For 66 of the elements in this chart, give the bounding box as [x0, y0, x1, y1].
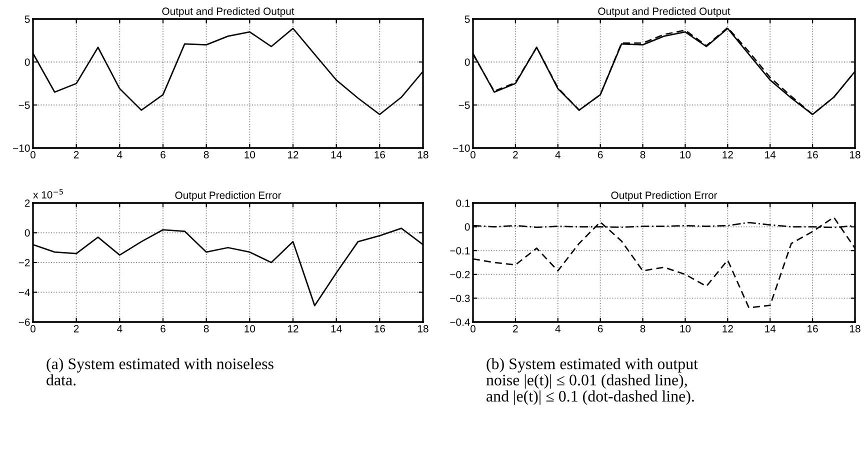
y-tick-label: −10: [13, 144, 30, 152]
y-tick-label: 5: [24, 16, 30, 23]
y-tick-label: −10: [453, 144, 470, 152]
y-tick-label: 5: [464, 16, 470, 23]
x-tick-label: 8: [640, 151, 646, 158]
x-tick-label: 2: [513, 151, 518, 158]
y-tick-label: 2: [24, 200, 30, 207]
x-tick-label: 14: [765, 151, 776, 158]
x-tick-label: 10: [680, 325, 691, 332]
y-tick-label: −0.3: [450, 294, 470, 302]
text: x 10$^{−5}$: [33, 189, 63, 198]
x-tick-label: 0: [30, 151, 36, 158]
y-tick-label: 0: [464, 223, 470, 231]
x-tick-label: 6: [160, 325, 166, 332]
y-tick-label: −5: [458, 102, 470, 109]
x-tick-label: 16: [374, 325, 386, 332]
y-tick-label: 0: [24, 58, 30, 66]
x-tick-label: 4: [555, 325, 560, 332]
x-tick-label: 10: [244, 325, 256, 332]
y-tick-label: −0.2: [450, 270, 470, 278]
chart-title: Output and Predicted Output: [598, 7, 730, 17]
x-tick-label: 12: [722, 151, 733, 158]
x-tick-label: 18: [850, 325, 860, 332]
y-tick-label: −4: [18, 288, 30, 296]
text: (a) System estimated with noiseless data.: [46, 358, 274, 386]
chart-title: Output and Predicted Output: [162, 7, 294, 17]
x-tick-label: 4: [117, 325, 122, 332]
x-tick-label: 16: [808, 325, 818, 332]
text: (b) System estimated with output noise |e(t)| ≤ 0.01 (dashed line), and |e(t)| ≤ 0.1 (dot-dashed line).: [486, 358, 698, 405]
x-tick-label: 12: [722, 325, 733, 332]
x-tick-label: 8: [640, 325, 646, 332]
x-tick-label: 14: [331, 325, 342, 332]
x-tick-label: 2: [74, 151, 79, 158]
y-tick-label: −0.4: [450, 318, 470, 326]
y-tick-label: −6: [18, 318, 30, 326]
x-tick-label: 16: [374, 151, 386, 158]
x-tick-label: 14: [331, 151, 342, 158]
x-tick-label: 2: [74, 325, 79, 332]
x-tick-label: 0: [470, 151, 476, 158]
x-tick-label: 10: [244, 151, 256, 158]
x-tick-label: 8: [204, 151, 209, 158]
x-tick-label: 4: [117, 151, 122, 158]
y-tick-label: 0.1: [456, 200, 470, 207]
x-tick-label: 10: [680, 151, 691, 158]
x-tick-label: 6: [160, 151, 166, 158]
x-tick-label: 8: [204, 325, 209, 332]
x-tick-label: 6: [598, 151, 603, 158]
x-tick-label: 12: [288, 151, 298, 158]
x-tick-label: 18: [418, 325, 428, 332]
chart-title: Output Prediction Error: [175, 191, 282, 201]
x-tick-label: 4: [555, 151, 560, 158]
x-tick-label: 2: [513, 325, 518, 332]
x-tick-label: 18: [850, 151, 860, 158]
x-tick-label: 18: [418, 151, 428, 158]
x-tick-label: 12: [288, 325, 298, 332]
y-tick-label: −2: [18, 259, 30, 266]
x-tick-label: 0: [470, 325, 476, 332]
x-tick-label: 14: [765, 325, 776, 332]
chart-title: Output Prediction Error: [611, 191, 718, 201]
y-tick-label: −5: [18, 102, 30, 109]
x-tick-label: 0: [30, 325, 36, 332]
y-tick-label: −0.1: [450, 247, 470, 254]
x-tick-label: 16: [808, 151, 818, 158]
y-tick-label: 0: [464, 58, 470, 66]
x-tick-label: 6: [598, 325, 603, 332]
y-tick-label: 0: [24, 229, 30, 237]
